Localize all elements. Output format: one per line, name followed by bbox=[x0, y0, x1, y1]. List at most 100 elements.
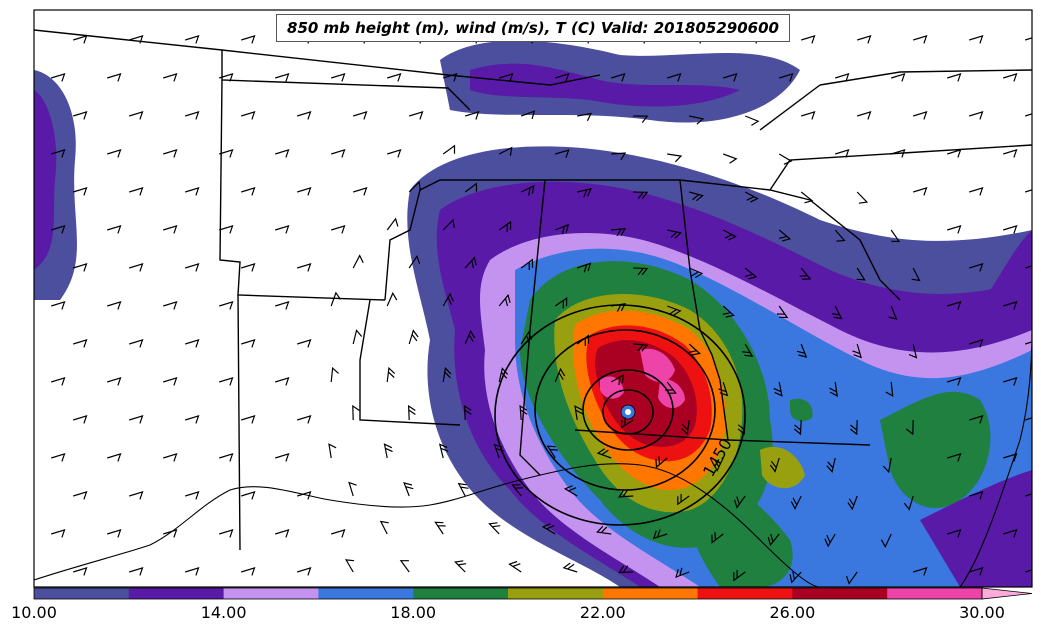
wind-barb bbox=[403, 482, 414, 497]
wind-barb bbox=[107, 300, 122, 310]
wind-barb bbox=[633, 343, 649, 352]
wind-barb bbox=[73, 566, 88, 576]
wind-barb bbox=[793, 419, 802, 436]
wind-barb bbox=[711, 532, 724, 544]
wind-barb bbox=[1003, 224, 1018, 234]
wind-barb bbox=[330, 291, 341, 307]
wind-barb bbox=[908, 343, 918, 359]
wind-barb bbox=[913, 34, 928, 44]
wind-barb bbox=[241, 414, 256, 424]
wind-barb bbox=[219, 528, 234, 538]
wind-barb bbox=[185, 414, 200, 424]
wind-barb bbox=[387, 72, 402, 82]
colorbar-extend-arrow bbox=[981, 587, 1033, 600]
wind-barb bbox=[331, 148, 346, 158]
wind-barb bbox=[577, 187, 592, 198]
wind-barb bbox=[596, 525, 612, 535]
colorbar-tick-label: 30.00 bbox=[959, 603, 1005, 622]
colorbar-swatch bbox=[508, 588, 604, 599]
wind-barb bbox=[779, 72, 794, 82]
wind-barb bbox=[773, 381, 783, 397]
wind-barb bbox=[386, 217, 399, 231]
wind-barb bbox=[520, 330, 533, 345]
wind-barb bbox=[51, 300, 66, 310]
wind-barb bbox=[464, 256, 477, 269]
wind-barb bbox=[969, 414, 984, 424]
wind-barb bbox=[129, 186, 144, 196]
wind-barb bbox=[275, 72, 290, 82]
colorbar-swatch bbox=[602, 588, 699, 599]
wind-barb bbox=[344, 559, 355, 573]
wind-barb bbox=[498, 146, 513, 156]
colorbar-swatch bbox=[697, 588, 793, 599]
wind-barb bbox=[845, 571, 858, 585]
wind-barb bbox=[185, 338, 200, 348]
wind-barb bbox=[742, 343, 754, 357]
wind-barb bbox=[1025, 37, 1032, 41]
wind-barb bbox=[969, 262, 984, 272]
wind-barb bbox=[275, 376, 290, 386]
wind-barb bbox=[554, 367, 566, 383]
wind-barb bbox=[386, 366, 396, 383]
wind-barb bbox=[1003, 148, 1018, 158]
wind-barb bbox=[655, 456, 668, 469]
wind-barb bbox=[442, 292, 454, 307]
wind-barb bbox=[219, 300, 234, 310]
wind-barb bbox=[562, 562, 578, 573]
wind-barb bbox=[796, 343, 808, 358]
wind-barb bbox=[408, 180, 421, 193]
wind-barb bbox=[744, 191, 759, 203]
wind-barb bbox=[1025, 113, 1032, 117]
wind-barb bbox=[379, 520, 389, 535]
wind-barb bbox=[520, 110, 536, 120]
wind-barb bbox=[297, 338, 312, 348]
wind-barb bbox=[407, 404, 416, 421]
wind-barb bbox=[891, 72, 906, 82]
colorbar-tick-label: 18.00 bbox=[390, 603, 437, 622]
wind-barb bbox=[409, 110, 424, 120]
wind-barb bbox=[722, 305, 735, 318]
wind-barb bbox=[778, 229, 792, 242]
wind-barb bbox=[789, 571, 802, 584]
wind-barb bbox=[464, 182, 478, 193]
wind-barb bbox=[1025, 569, 1032, 573]
wind-barb bbox=[129, 262, 144, 272]
wind-barb bbox=[799, 267, 812, 280]
wind-barb bbox=[241, 338, 256, 348]
wind-barb bbox=[73, 338, 88, 348]
wind-barb bbox=[275, 452, 290, 462]
wind-barb bbox=[129, 414, 144, 424]
wind-barb bbox=[241, 490, 256, 500]
wind-barb bbox=[555, 72, 570, 82]
wind-barb bbox=[947, 452, 962, 462]
wind-barb bbox=[911, 267, 921, 282]
wind-barb bbox=[555, 149, 570, 158]
wind-barb bbox=[508, 560, 522, 573]
wind-barb bbox=[857, 110, 872, 120]
wind-barbs bbox=[51, 34, 1032, 585]
wind-barb bbox=[241, 566, 256, 576]
wind-barb bbox=[163, 528, 178, 538]
wind-barb bbox=[633, 115, 649, 123]
wind-barb bbox=[297, 414, 312, 424]
wind-barb bbox=[667, 229, 683, 239]
wind-barb bbox=[826, 457, 836, 473]
wind-barb bbox=[633, 267, 649, 276]
wind-barb bbox=[438, 443, 449, 459]
wind-barb bbox=[185, 186, 200, 196]
wind-barb bbox=[611, 303, 627, 312]
wind-barb bbox=[554, 296, 568, 309]
wind-barb bbox=[519, 404, 528, 421]
wind-barb bbox=[744, 115, 760, 126]
wind-barb bbox=[633, 191, 649, 200]
wind-barb bbox=[51, 452, 66, 462]
wind-barb bbox=[776, 305, 789, 319]
wind-barb bbox=[352, 329, 363, 345]
wind-barb bbox=[681, 419, 690, 436]
wind-barb bbox=[163, 452, 178, 462]
wind-barb bbox=[831, 305, 843, 320]
wind-barb bbox=[219, 376, 234, 386]
wind-barb bbox=[1025, 417, 1032, 421]
wind-barb bbox=[947, 148, 962, 158]
